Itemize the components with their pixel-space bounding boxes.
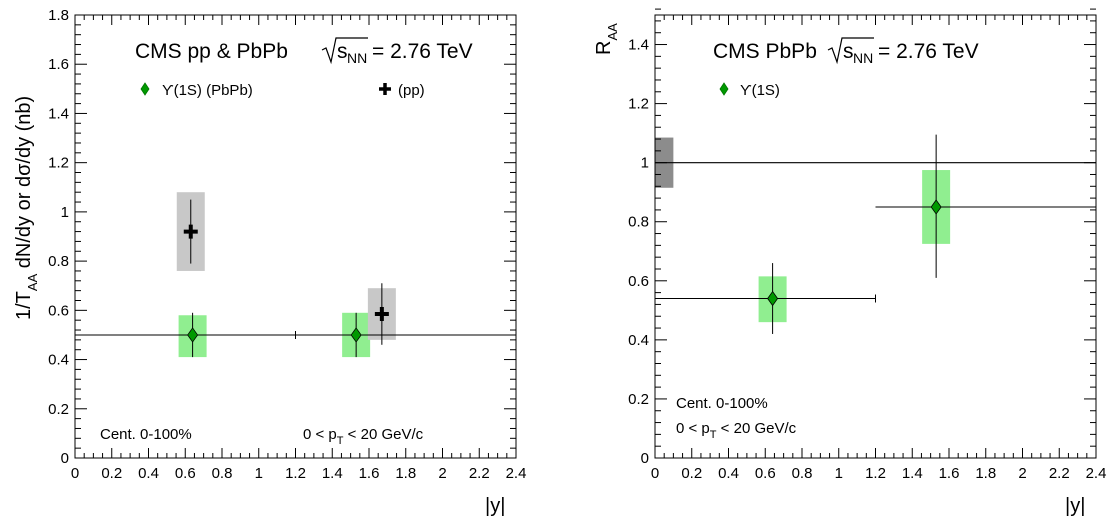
y-tick-label: 0.8 [48, 253, 69, 270]
x-tick-label: 2.2 [1049, 465, 1070, 482]
left-error-bars [75, 199, 517, 358]
y-tick-label: 0.2 [628, 391, 649, 408]
left-x-axis-label: |y| [485, 495, 505, 517]
left-legend: ϒ(1S) (PbPb) (pp) [140, 82, 425, 99]
left-energy-label: s NN = 2.76 TeV [321, 37, 473, 66]
x-tick-label: 0 [71, 465, 79, 482]
x-tick-label: 0.4 [718, 465, 739, 482]
right-y-tick-labels: 0 0.2 0.4 0.6 0.8 1 1.2 1.4 [628, 37, 649, 467]
diamond-marker [767, 290, 779, 307]
plot-frame [74, 14, 517, 459]
left-pt-range-label: 0 < pT < 20 GeV/c [303, 426, 424, 447]
right-axes [654, 8, 1097, 459]
y-tick-label: 1.8 [48, 7, 69, 24]
y-tick-label: 1.6 [48, 56, 69, 73]
y-tick-label: 0.4 [48, 352, 69, 369]
x-tick-label: 1 [835, 465, 843, 482]
y-tick-label: 0 [61, 450, 69, 467]
cross-marker [374, 307, 389, 322]
left-y-axis-label: 1/TAA dN/dy or dσ/dy (nb) [13, 96, 40, 320]
y-tick-label: 0.4 [628, 332, 649, 349]
svg-text:= 2.76 TeV: = 2.76 TeV [372, 40, 473, 63]
legend-diamond-marker [719, 82, 729, 96]
svg-text:s: s [337, 40, 348, 63]
y-tick-label: 0.6 [48, 302, 69, 319]
y-tick-label: 1 [61, 204, 69, 221]
legend-cross-marker [379, 83, 391, 95]
y-tick-label: 1.2 [48, 155, 69, 172]
left-x-tick-labels: 0 0.2 0.4 0.6 0.8 1 1.2 1.4 1.6 1.8 2 2.2 2.4 [71, 465, 527, 482]
x-tick-label: 2.4 [1086, 465, 1107, 482]
left-systematic-boxes [176, 192, 396, 358]
plot-frame [654, 14, 1097, 459]
svg-text:NN: NN [853, 50, 873, 66]
right-energy-label: s NN = 2.76 TeV [827, 37, 979, 66]
legend-label-pp: (pp) [398, 82, 425, 99]
y-tick-label: 0.6 [628, 273, 649, 290]
right-markers [767, 199, 942, 307]
x-tick-label: 0.8 [792, 465, 813, 482]
right-systematic-boxes [758, 170, 951, 323]
left-chart-title: CMS pp & PbPb [135, 40, 288, 63]
right-legend: ϒ(1S) [719, 82, 780, 99]
right-x-axis-label: |y| [1065, 495, 1085, 517]
y-tick-label: 1.4 [48, 105, 69, 122]
left-y-tick-labels: 0 0.2 0.4 0.6 0.8 1 1.2 1.4 1.6 1.8 [48, 7, 69, 467]
x-tick-label: 2 [438, 465, 446, 482]
x-tick-label: 2.2 [469, 465, 490, 482]
left-axes [74, 14, 517, 459]
y-tick-label: 1 [641, 155, 649, 172]
legend-entry-pp: (pp) [379, 82, 425, 99]
x-tick-label: 0.2 [101, 465, 122, 482]
svg-text:= 2.76 TeV: = 2.76 TeV [878, 40, 979, 63]
right-y-axis-label: RAA [593, 23, 620, 55]
legend-label-upsilon: ϒ(1S) [740, 82, 780, 99]
legend-entry-pbpb: ϒ(1S) (PbPb) [140, 82, 253, 99]
diamond-marker [930, 199, 942, 215]
x-tick-label: 1.6 [939, 465, 960, 482]
y-tick-label: 1.2 [628, 96, 649, 113]
left-chart-panel: 0 0.2 0.4 0.6 0.8 1 1.2 1.4 1.6 1.8 2 2.2 2.4 0 0.2 0.… [13, 7, 526, 517]
y-tick-label: 0.8 [628, 214, 649, 231]
right-centrality-label: Cent. 0-100% [676, 395, 768, 412]
x-tick-label: 2 [1018, 465, 1026, 482]
y-tick-label: 1.4 [628, 37, 649, 54]
y-tick-label: 0.2 [48, 401, 69, 418]
right-error-bars [655, 134, 1097, 334]
left-markers [183, 224, 389, 343]
svg-text:NN: NN [347, 50, 367, 66]
x-tick-label: 1 [255, 465, 263, 482]
x-tick-label: 2.4 [506, 465, 527, 482]
diamond-marker [350, 327, 362, 343]
cross-marker [183, 224, 198, 239]
x-tick-label: 1.4 [322, 465, 343, 482]
x-tick-label: 0.6 [175, 465, 196, 482]
svg-text:s: s [843, 40, 854, 63]
right-chart-title: CMS PbPb [713, 40, 817, 63]
right-chart-panel: 0 0.2 0.4 0.6 0.8 1 1.2 1.4 1.6 1.8 2 2.2 2.4 0 0.2 0.… [593, 8, 1107, 517]
right-x-tick-labels: 0 0.2 0.4 0.6 0.8 1 1.2 1.4 1.6 1.8 2 2.2 2.4 [651, 465, 1107, 482]
x-tick-label: 1.6 [359, 465, 380, 482]
x-tick-label: 1.8 [975, 465, 996, 482]
x-tick-label: 0.4 [138, 465, 159, 482]
y-tick-label: 0 [641, 450, 649, 467]
x-tick-label: 1.4 [902, 465, 923, 482]
x-tick-label: 1.2 [865, 465, 886, 482]
x-tick-label: 0.8 [212, 465, 233, 482]
x-tick-label: 1.2 [285, 465, 306, 482]
diamond-marker [187, 327, 199, 343]
x-tick-label: 0 [651, 465, 659, 482]
x-tick-label: 1.8 [395, 465, 416, 482]
x-tick-label: 0.2 [681, 465, 702, 482]
right-pt-range-label: 0 < pT < 20 GeV/c [676, 420, 797, 441]
left-centrality-label: Cent. 0-100% [100, 426, 192, 443]
legend-diamond-marker [140, 82, 150, 96]
legend-label-pbpb: ϒ(1S) (PbPb) [162, 82, 253, 99]
x-tick-label: 0.6 [755, 465, 776, 482]
